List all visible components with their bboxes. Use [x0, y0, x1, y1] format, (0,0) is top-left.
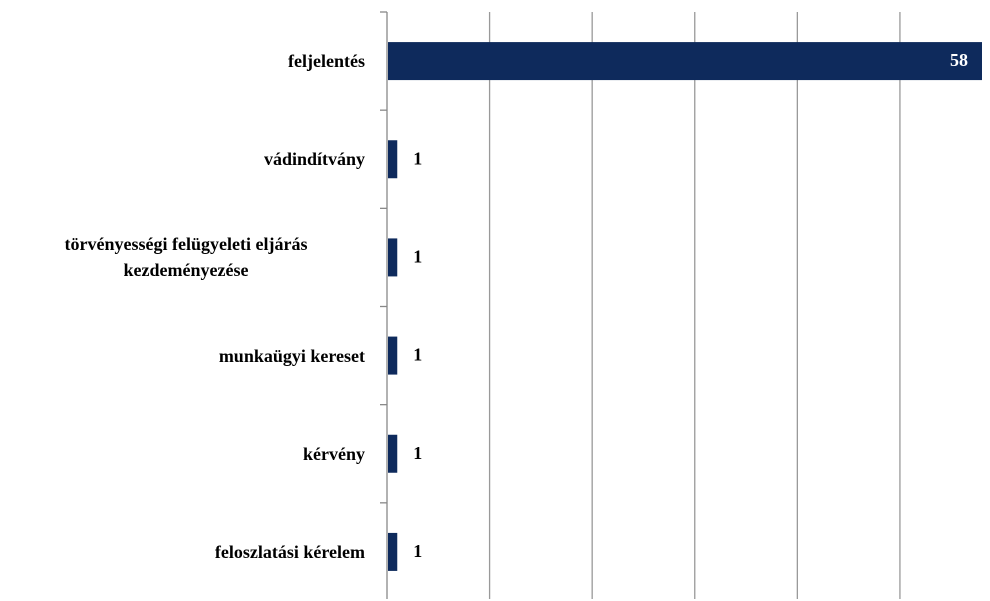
category-text: munkaügyi kereset: [218, 345, 365, 366]
bar: [388, 140, 398, 179]
bar: [388, 532, 398, 571]
category-text: törvényességi felügyeleti eljárás kezdem…: [64, 234, 308, 281]
bar: [388, 238, 398, 277]
category-label: munkaügyi kereset: [5, 307, 365, 405]
category-text: vádindítvány: [263, 149, 365, 170]
category-label: törvényességi felügyeleti eljárás kezdem…: [5, 208, 365, 306]
value-label: 1: [413, 541, 422, 561]
category-text: kérvény: [303, 443, 365, 464]
value-label: 1: [413, 443, 422, 463]
bar: [388, 336, 398, 375]
value-label: 1: [413, 247, 422, 267]
category-text: feljelentés: [288, 51, 365, 72]
category-label: feljelentés: [5, 12, 365, 110]
value-label: 1: [413, 148, 422, 168]
category-text: feloszlatási kérelem: [214, 541, 365, 562]
bar: [388, 434, 398, 473]
bar: [388, 42, 982, 81]
category-label: feloszlatási kérelem: [5, 503, 365, 601]
value-label: 1: [413, 345, 422, 365]
category-label: kérvény: [5, 405, 365, 503]
category-label: vádindítvány: [5, 110, 365, 208]
value-label: 58: [950, 50, 968, 70]
